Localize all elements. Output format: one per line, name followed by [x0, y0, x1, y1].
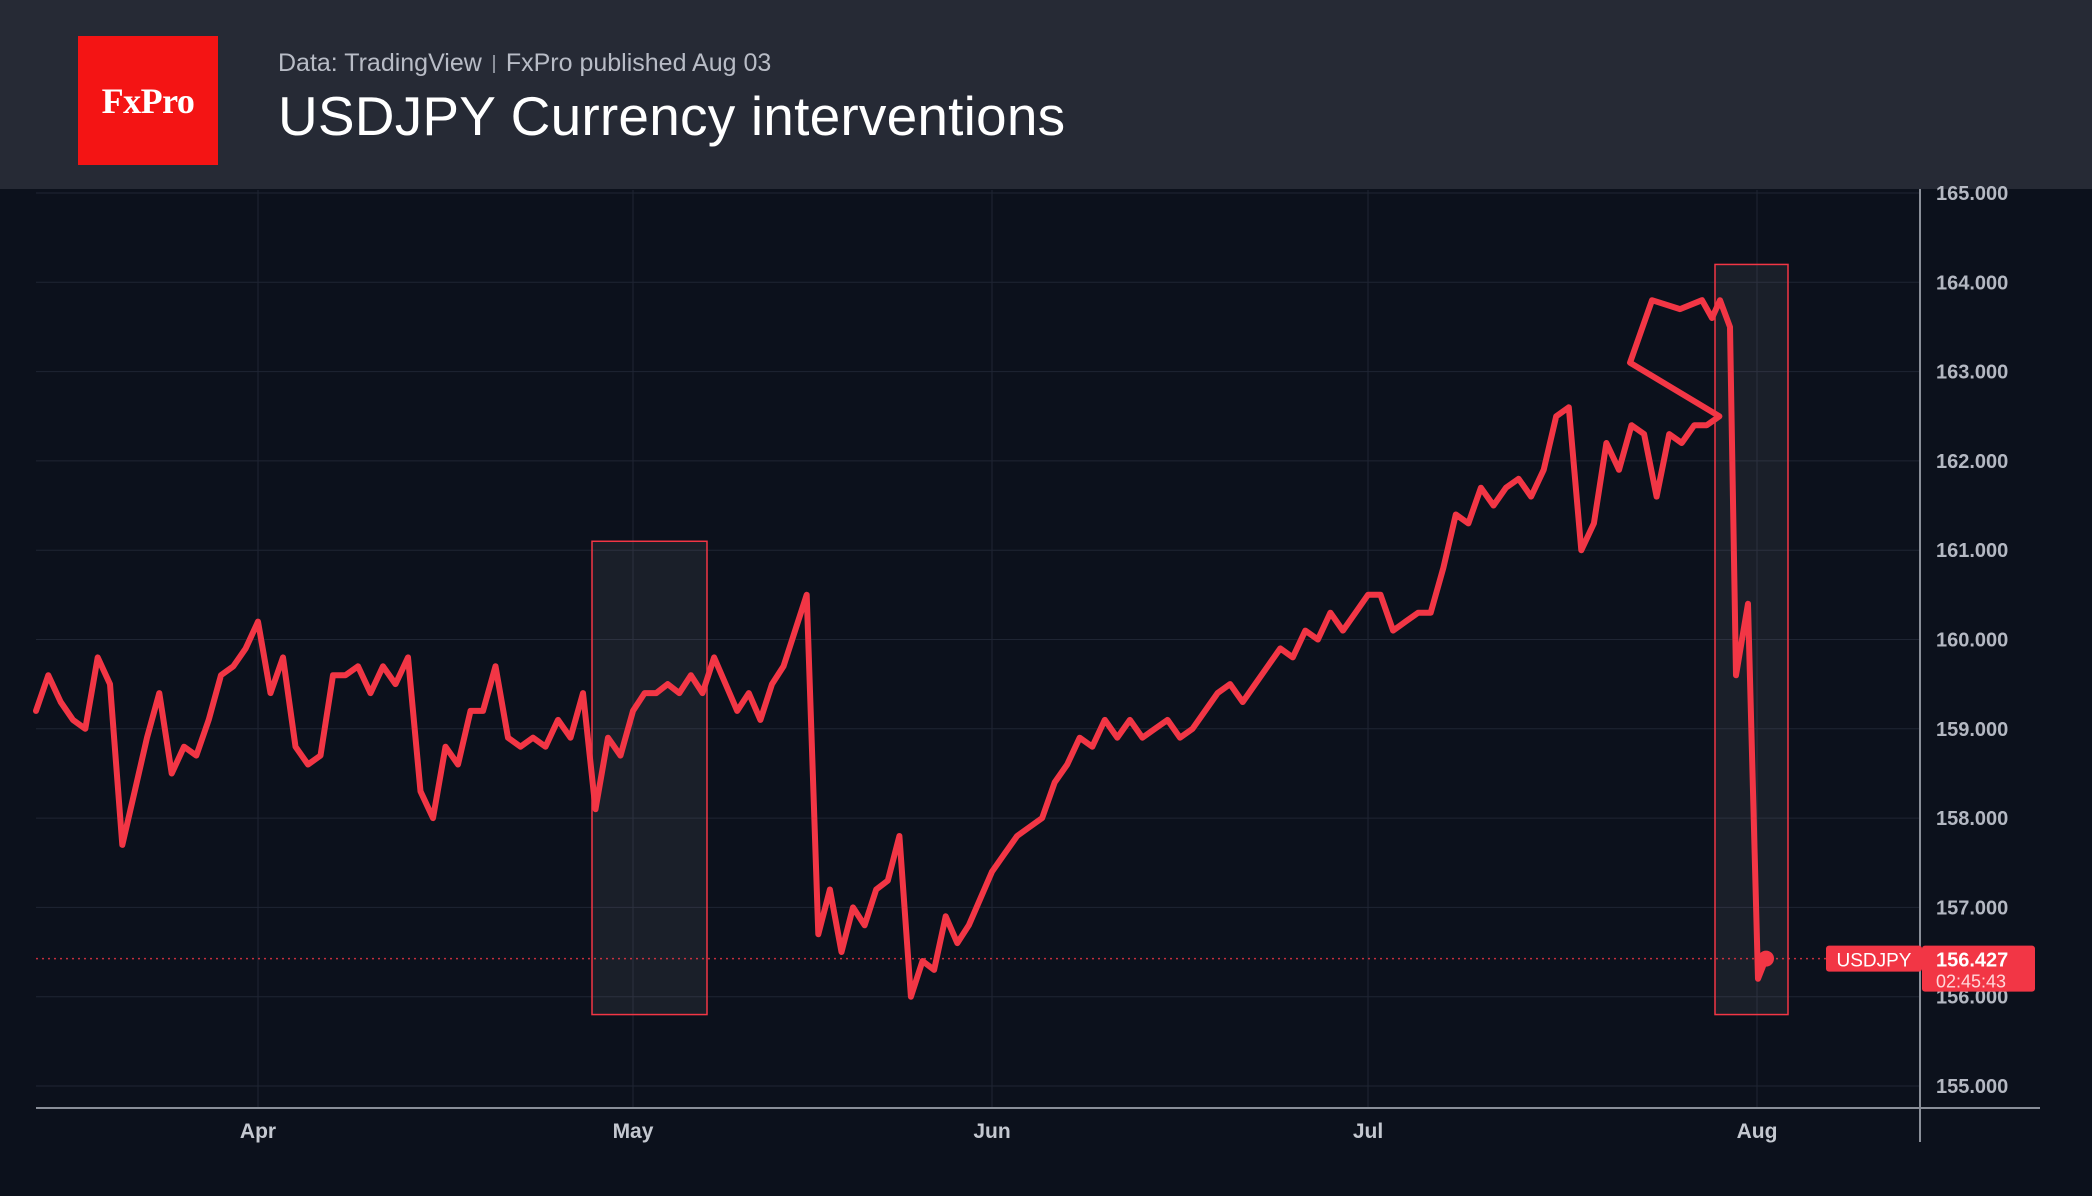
y-tick-label: 155.000 [1936, 1076, 2008, 1098]
y-tick-label: 160.000 [1936, 630, 2008, 652]
chart-title: USDJPY Currency interventions [278, 85, 1066, 147]
y-tick-label: 163.000 [1936, 362, 2008, 384]
meta-separator [492, 54, 495, 73]
y-tick-label: 161.000 [1936, 540, 2008, 562]
axes [36, 189, 2040, 1142]
intervention-box [591, 540, 708, 1016]
y-tick-label: 157.000 [1936, 897, 2008, 919]
symbol-tag-bg [1826, 945, 1922, 972]
header-bar: FxPro Data: TradingView FxPro published … [0, 0, 2092, 189]
logo-text: FxPro [101, 80, 195, 121]
chart-meta: Data: TradingView FxPro published Aug 03 [278, 49, 771, 78]
x-tick-label: Aug [1737, 1120, 1778, 1143]
price-tag-bg [1922, 945, 2035, 992]
fxpro-logo: FxPro [78, 36, 218, 165]
y-tick-label: 162.000 [1936, 451, 2008, 473]
y-tick-label: 165.000 [1936, 183, 2008, 205]
y-tick-label: 158.000 [1936, 808, 2008, 830]
x-tick-label: Jul [1353, 1120, 1383, 1143]
last-price-dot [1758, 950, 1774, 967]
bar-countdown-label: 02:45:43 [1936, 972, 2006, 992]
x-axis-ticks: Apr May Jun Jul Aug [240, 1120, 1778, 1143]
data-source: Data: TradingView [278, 49, 482, 77]
y-tick-label: 159.000 [1936, 719, 2008, 741]
y-tick-label: 156.000 [1936, 987, 2008, 1009]
x-tick-label: Jun [973, 1120, 1010, 1143]
x-tick-label: May [613, 1120, 654, 1143]
intervention-boxes [591, 263, 1789, 1016]
price-series [33, 297, 1774, 1000]
grid-lines [36, 190, 1920, 1108]
y-tick-label: 164.000 [1936, 272, 2008, 294]
publish-info: FxPro published Aug 03 [505, 49, 772, 77]
last-price-tag: USDJPY 156.427 02:45:43 [1826, 945, 2035, 992]
x-tick-label: Apr [240, 1120, 276, 1143]
y-axis-ticks: 165.000 164.000 163.000 162.000 161.000 160.0… [1936, 183, 2008, 1098]
symbol-label: USDJPY [1837, 951, 1912, 972]
last-price-label: 156.427 [1936, 950, 2008, 972]
series-line-usdjpy [33, 297, 1769, 1000]
